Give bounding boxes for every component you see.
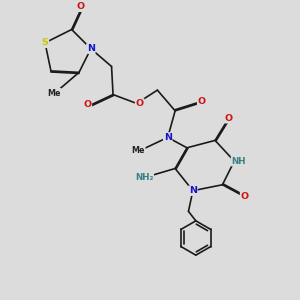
Text: Me: Me: [47, 88, 61, 98]
Text: N: N: [164, 133, 172, 142]
Text: NH: NH: [232, 157, 246, 166]
Text: O: O: [224, 114, 232, 123]
Text: NH₂: NH₂: [135, 173, 153, 182]
Text: S: S: [42, 38, 48, 47]
Text: O: O: [136, 99, 144, 108]
Text: N: N: [87, 44, 95, 53]
Text: Me: Me: [131, 146, 145, 155]
Text: O: O: [198, 98, 206, 106]
Text: O: O: [241, 192, 249, 201]
Text: N: N: [189, 186, 197, 195]
Text: O: O: [76, 2, 85, 11]
Text: O: O: [83, 100, 92, 109]
